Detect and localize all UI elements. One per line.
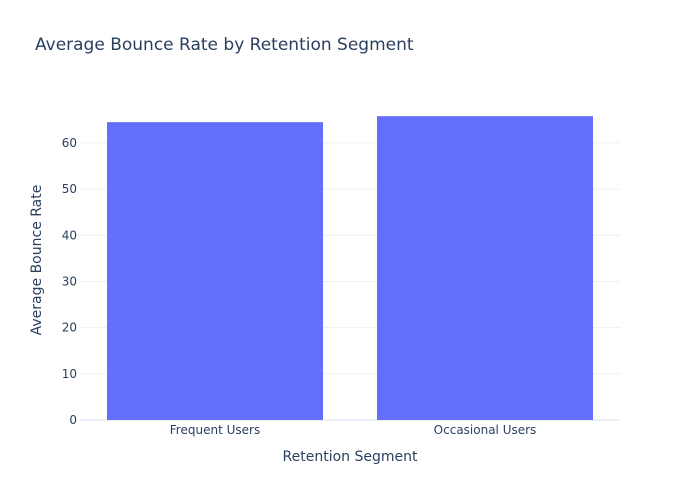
y-tick-label: 20	[62, 321, 77, 335]
y-tick-label: 50	[62, 182, 77, 196]
y-tick-label: 60	[62, 136, 77, 150]
x-axis-ticks: Frequent Users Occasional Users	[170, 423, 537, 437]
y-axis-ticks: 0 10 20 30 40 50 60	[62, 136, 77, 427]
x-axis-title: Retention Segment	[283, 449, 418, 465]
y-tick-label: 0	[69, 413, 77, 427]
bar-occasional-users[interactable]	[377, 116, 593, 420]
bars	[107, 116, 593, 421]
bar-frequent-users[interactable]	[107, 122, 323, 421]
y-axis-title: Average Bounce Rate	[29, 185, 45, 336]
chart-title: Average Bounce Rate by Retention Segment	[35, 35, 414, 55]
x-tick-label-occasional-users: Occasional Users	[434, 423, 537, 437]
y-tick-label: 10	[62, 367, 77, 381]
x-tick-label-frequent-users: Frequent Users	[170, 423, 260, 437]
y-tick-label: 30	[62, 274, 77, 288]
y-tick-label: 40	[62, 228, 77, 242]
